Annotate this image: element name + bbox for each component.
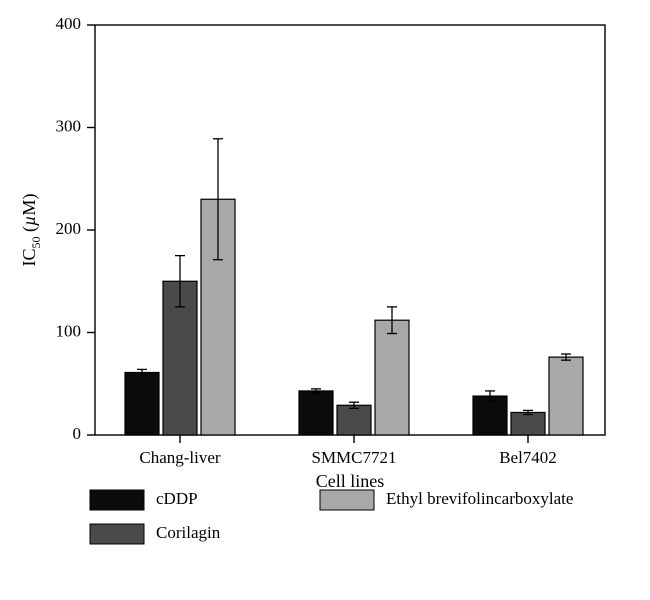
bar xyxy=(511,412,545,435)
x-tick-label: Bel7402 xyxy=(499,448,557,467)
bar xyxy=(299,391,333,435)
y-tick-label: 0 xyxy=(73,424,82,443)
y-tick-label: 200 xyxy=(56,219,82,238)
bar xyxy=(337,405,371,435)
bar xyxy=(549,357,583,435)
y-tick-label: 400 xyxy=(56,14,82,33)
y-tick-label: 300 xyxy=(56,116,82,135)
chart-container: 0100200300400IC50 (µM)Chang-liverSMMC772… xyxy=(0,0,650,600)
bar xyxy=(473,396,507,435)
x-axis-label: Cell lines xyxy=(316,471,385,491)
x-tick-label: Chang-liver xyxy=(139,448,221,467)
y-tick-label: 100 xyxy=(56,321,82,340)
legend-label: Ethyl brevifolincarboxylate xyxy=(386,489,573,508)
x-tick-label: SMMC7721 xyxy=(311,448,396,467)
legend-swatch xyxy=(90,524,144,544)
legend-label: cDDP xyxy=(156,489,198,508)
legend-swatch xyxy=(320,490,374,510)
legend-swatch xyxy=(90,490,144,510)
bar xyxy=(375,320,409,435)
legend-label: Corilagin xyxy=(156,523,221,542)
bar xyxy=(125,372,159,435)
bar-chart: 0100200300400IC50 (µM)Chang-liverSMMC772… xyxy=(0,0,650,600)
